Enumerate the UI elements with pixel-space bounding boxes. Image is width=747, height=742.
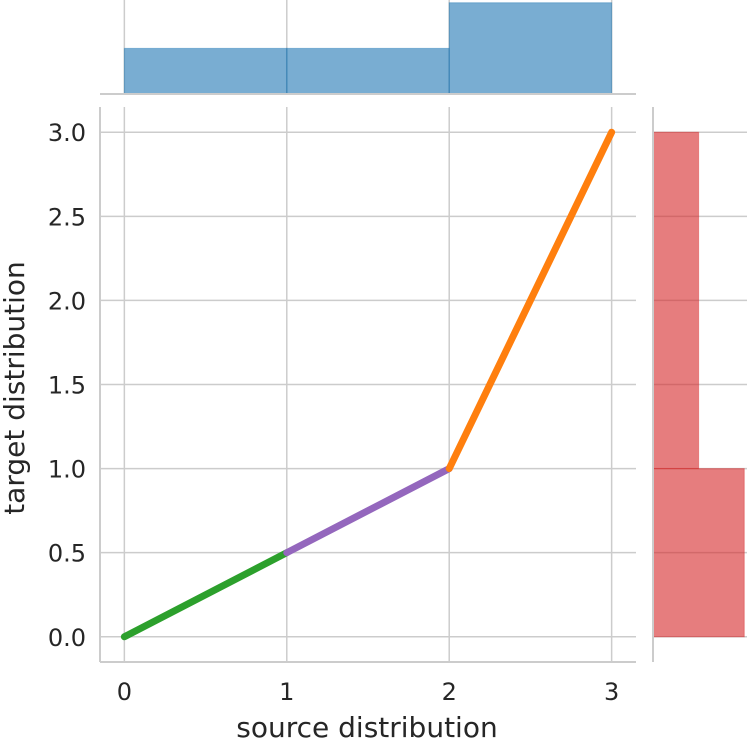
marginal-y-histogram [652, 131, 745, 638]
y-tick-label-6: 3.0 [48, 119, 86, 147]
y-tick-label-4: 2.0 [48, 287, 86, 315]
x-histogram-bar-1 [286, 47, 450, 95]
x-tick-label-3: 3 [604, 678, 619, 706]
line-segment-1 [283, 465, 453, 557]
axis-spines [99, 93, 654, 663]
x-tick-label-1: 1 [279, 678, 294, 706]
y-tick-label-5: 2.5 [48, 203, 86, 231]
y-tick-label-3: 1.5 [48, 372, 86, 400]
line-segment-2 [445, 128, 616, 473]
marginal-x-histogram [123, 2, 613, 95]
y-histogram-bar-0 [652, 468, 745, 638]
line-segment-0 [120, 549, 291, 641]
y-axis-title: target distribution [0, 261, 31, 515]
grid-lines [100, 0, 747, 662]
y-tick-label-0: 0.0 [48, 624, 86, 652]
x-tick-label-2: 2 [442, 678, 457, 706]
mapping-line [120, 128, 616, 641]
x-histogram-bar-2 [448, 2, 613, 95]
x-histogram-bar-0 [123, 47, 288, 95]
y-histogram-bar-1 [652, 131, 700, 470]
x-axis-title: source distribution [236, 711, 497, 742]
tick-labels: 0 1 2 3 0.0 0.5 1.0 1.5 2.0 2.5 3.0 [48, 119, 619, 706]
x-tick-label-0: 0 [117, 678, 132, 706]
y-tick-label-1: 0.5 [48, 540, 86, 568]
y-tick-label-2: 1.0 [48, 456, 86, 484]
